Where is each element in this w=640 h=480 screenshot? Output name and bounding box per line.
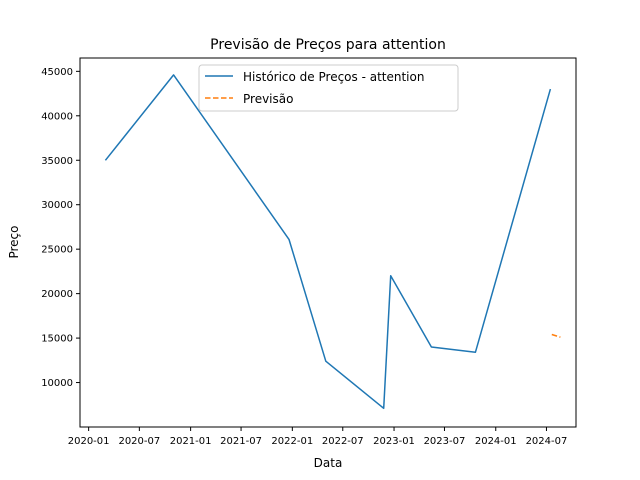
y-tick-label: 30000 — [41, 200, 73, 211]
x-tick-label: 2021-07 — [220, 436, 262, 447]
series-layer — [104, 74, 561, 410]
y-tick-label: 20000 — [41, 289, 73, 300]
x-tick-label: 2020-07 — [118, 436, 160, 447]
series-line-forecast — [551, 333, 561, 338]
y-tick-label: 15000 — [41, 334, 73, 345]
x-tick-label: 2024-07 — [526, 436, 568, 447]
x-tick-label: 2024-01 — [475, 436, 517, 447]
legend-label-forecast: Previsão — [243, 92, 293, 106]
chart-title: Previsão de Preços para attention — [210, 37, 446, 53]
y-tick-label: 25000 — [41, 245, 73, 256]
x-tick-label: 2020-01 — [68, 436, 110, 447]
x-tick-label: 2023-07 — [424, 436, 466, 447]
x-tick-label: 2022-07 — [322, 436, 364, 447]
x-axis-label: Data — [314, 456, 343, 470]
y-tick-label: 40000 — [41, 111, 73, 122]
y-axis-label: Preço — [7, 225, 21, 258]
y-axis: 10000 15000 20000 25000 30000 35000 40000 45000 — [41, 67, 80, 389]
y-tick-label: 10000 — [41, 378, 73, 389]
legend-label-history: Histórico de Preços - attention — [243, 70, 424, 84]
series-line-history — [104, 74, 552, 410]
y-tick-label: 45000 — [41, 67, 73, 78]
axes-frame — [79, 57, 577, 428]
x-axis: 2020-01 2020-07 2021-01 2021-07 2022-01 2022-… — [68, 427, 568, 447]
x-tick-label: 2023-01 — [373, 436, 415, 447]
legend: Histórico de Preços - attention Previsão — [198, 64, 459, 112]
x-tick-label: 2021-01 — [170, 436, 212, 447]
x-tick-label: 2022-01 — [271, 436, 313, 447]
legend-box — [198, 64, 459, 112]
y-tick-label: 35000 — [41, 156, 73, 167]
